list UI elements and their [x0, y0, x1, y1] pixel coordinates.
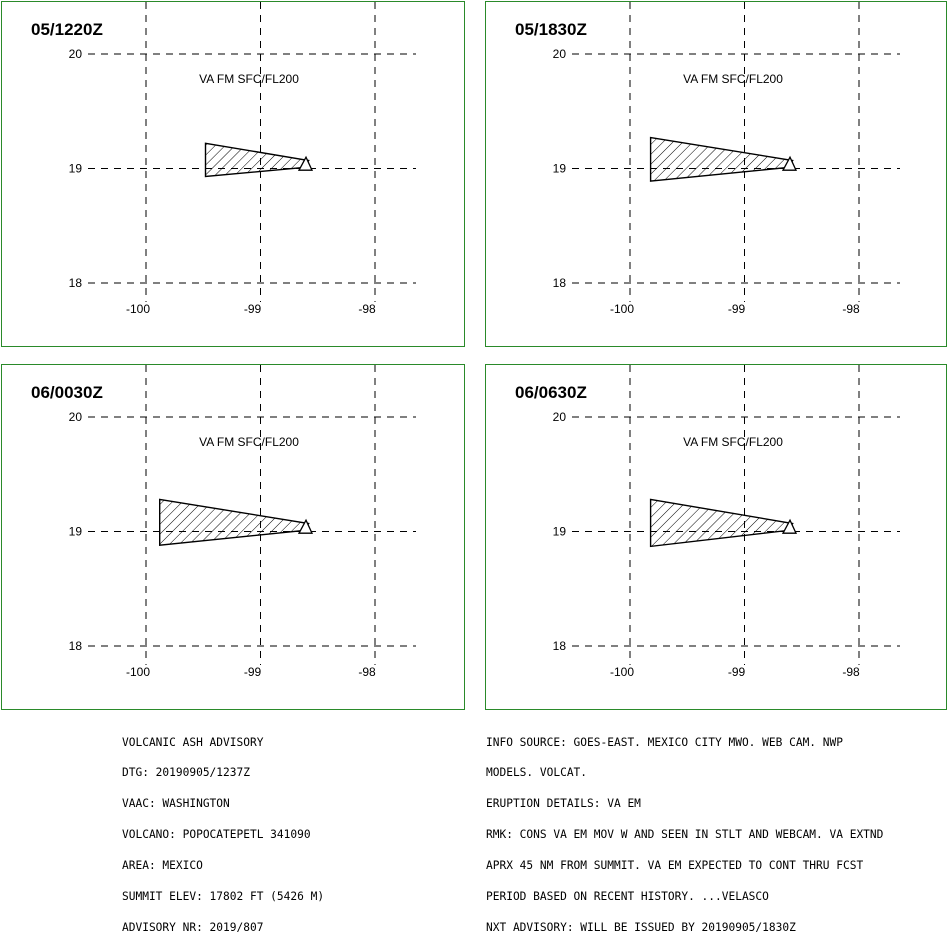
advisory-line: DTG: 20190905/1237Z — [122, 766, 250, 780]
panel-time: 06/0630Z — [515, 383, 587, 402]
lat-tick-label: 20 — [553, 410, 567, 424]
panel-map: 20 19 18 -100 -99 -98 VA FM SFC/FL200 — [553, 365, 900, 679]
advisory-line: ADVISORY NR: 2019/807 — [122, 920, 264, 934]
volcano-icon — [781, 518, 798, 534]
lon-tick-label: -99 — [728, 302, 746, 316]
lon-tick-label: -100 — [610, 665, 634, 679]
panel-time: 05/1830Z — [515, 20, 587, 39]
advisory-remarks-text: INFO SOURCE: GOES-EAST. MEXICO CITY MWO.… — [486, 717, 883, 944]
lat-tick-label: 18 — [553, 639, 567, 653]
lat-tick-label: 19 — [69, 162, 83, 176]
lon-tick-label: -100 — [126, 302, 150, 316]
lon-tick-label: -98 — [842, 665, 860, 679]
advisory-line: VOLCANO: POPOCATEPETL 341090 — [122, 828, 311, 842]
advisory-line: RMK: CONS VA EM MOV W AND SEEN IN STLT A… — [486, 828, 884, 842]
panel-map: 20 19 18 -100 -99 -98 VA FM SFC/FL200 — [69, 2, 416, 316]
ash-level-label: VA FM SFC/FL200 — [683, 72, 783, 86]
lon-tick-label: -100 — [126, 665, 150, 679]
ash-level-label: VA FM SFC/FL200 — [199, 72, 299, 86]
lon-tick-label: -99 — [244, 665, 262, 679]
panel-map: 20 19 18 -100 -99 -98 VA FM SFC/FL200 — [69, 365, 416, 679]
lat-tick-label: 19 — [69, 525, 83, 539]
lat-tick-label: 20 — [69, 410, 83, 424]
volcano-icon — [781, 155, 798, 171]
ash-cloud-polygon — [158, 498, 310, 546]
advisory-header-text: VOLCANIC ASH ADVISORY DTG: 20190905/1237… — [122, 717, 324, 944]
lon-tick-label: -98 — [358, 302, 376, 316]
advisory-line: MODELS. VOLCAT. — [486, 766, 588, 780]
advisory-line: VOLCANIC ASH ADVISORY — [122, 735, 264, 749]
lat-tick-label: 19 — [553, 162, 567, 176]
advisory-line: APRX 45 NM FROM SUMMIT. VA EM EXPECTED T… — [486, 859, 864, 873]
ash-cloud-polygon — [649, 136, 794, 182]
volcano-icon — [297, 518, 314, 534]
lat-tick-label: 18 — [69, 276, 83, 290]
lat-tick-label: 19 — [553, 525, 567, 539]
lat-tick-label: 20 — [553, 47, 567, 61]
forecast-panel-3: 06/0030Z 20 19 18 -100 -99 -98 VA FM SFC/FL200 — [1, 364, 465, 710]
ash-cloud-polygon — [204, 142, 310, 178]
lon-tick-label: -98 — [358, 665, 376, 679]
advisory-line: AREA: MEXICO — [122, 859, 203, 873]
lat-tick-label: 18 — [553, 276, 567, 290]
lon-tick-label: -100 — [610, 302, 634, 316]
advisory-line: INFO SOURCE: GOES-EAST. MEXICO CITY MWO.… — [486, 735, 843, 749]
advisory-line: VAAC: WASHINGTON — [122, 797, 230, 811]
lon-tick-label: -99 — [728, 665, 746, 679]
forecast-panel-4: 06/0630Z 20 19 18 -100 -99 -98 VA FM SFC/FL200 — [485, 364, 947, 710]
lat-tick-label: 18 — [69, 639, 83, 653]
ash-level-label: VA FM SFC/FL200 — [199, 435, 299, 449]
advisory-line: NXT ADVISORY: WILL BE ISSUED BY 20190905… — [486, 920, 796, 934]
lon-tick-label: -99 — [244, 302, 262, 316]
ash-level-label: VA FM SFC/FL200 — [683, 435, 783, 449]
panel-time: 06/0030Z — [31, 383, 103, 402]
lat-tick-label: 20 — [69, 47, 83, 61]
advisory-line: PERIOD BASED ON RECENT HISTORY. ...VELAS… — [486, 890, 769, 904]
ash-cloud-polygon — [649, 498, 794, 548]
panel-time: 05/1220Z — [31, 20, 103, 39]
advisory-line: ERUPTION DETAILS: VA EM — [486, 797, 641, 811]
volcano-icon — [297, 155, 314, 171]
advisory-line: SUMMIT ELEV: 17802 FT (5426 M) — [122, 890, 325, 904]
forecast-panel-2: 05/1830Z 20 19 18 -100 -99 -98 VA FM SFC/FL200 — [485, 1, 947, 347]
forecast-panel-1: 05/1220Z 20 19 18 -100 -99 -98 VA FM SFC/FL200 — [1, 1, 465, 347]
panel-map: 20 19 18 -100 -99 -98 VA FM SFC/FL200 — [553, 2, 900, 316]
lon-tick-label: -98 — [842, 302, 860, 316]
